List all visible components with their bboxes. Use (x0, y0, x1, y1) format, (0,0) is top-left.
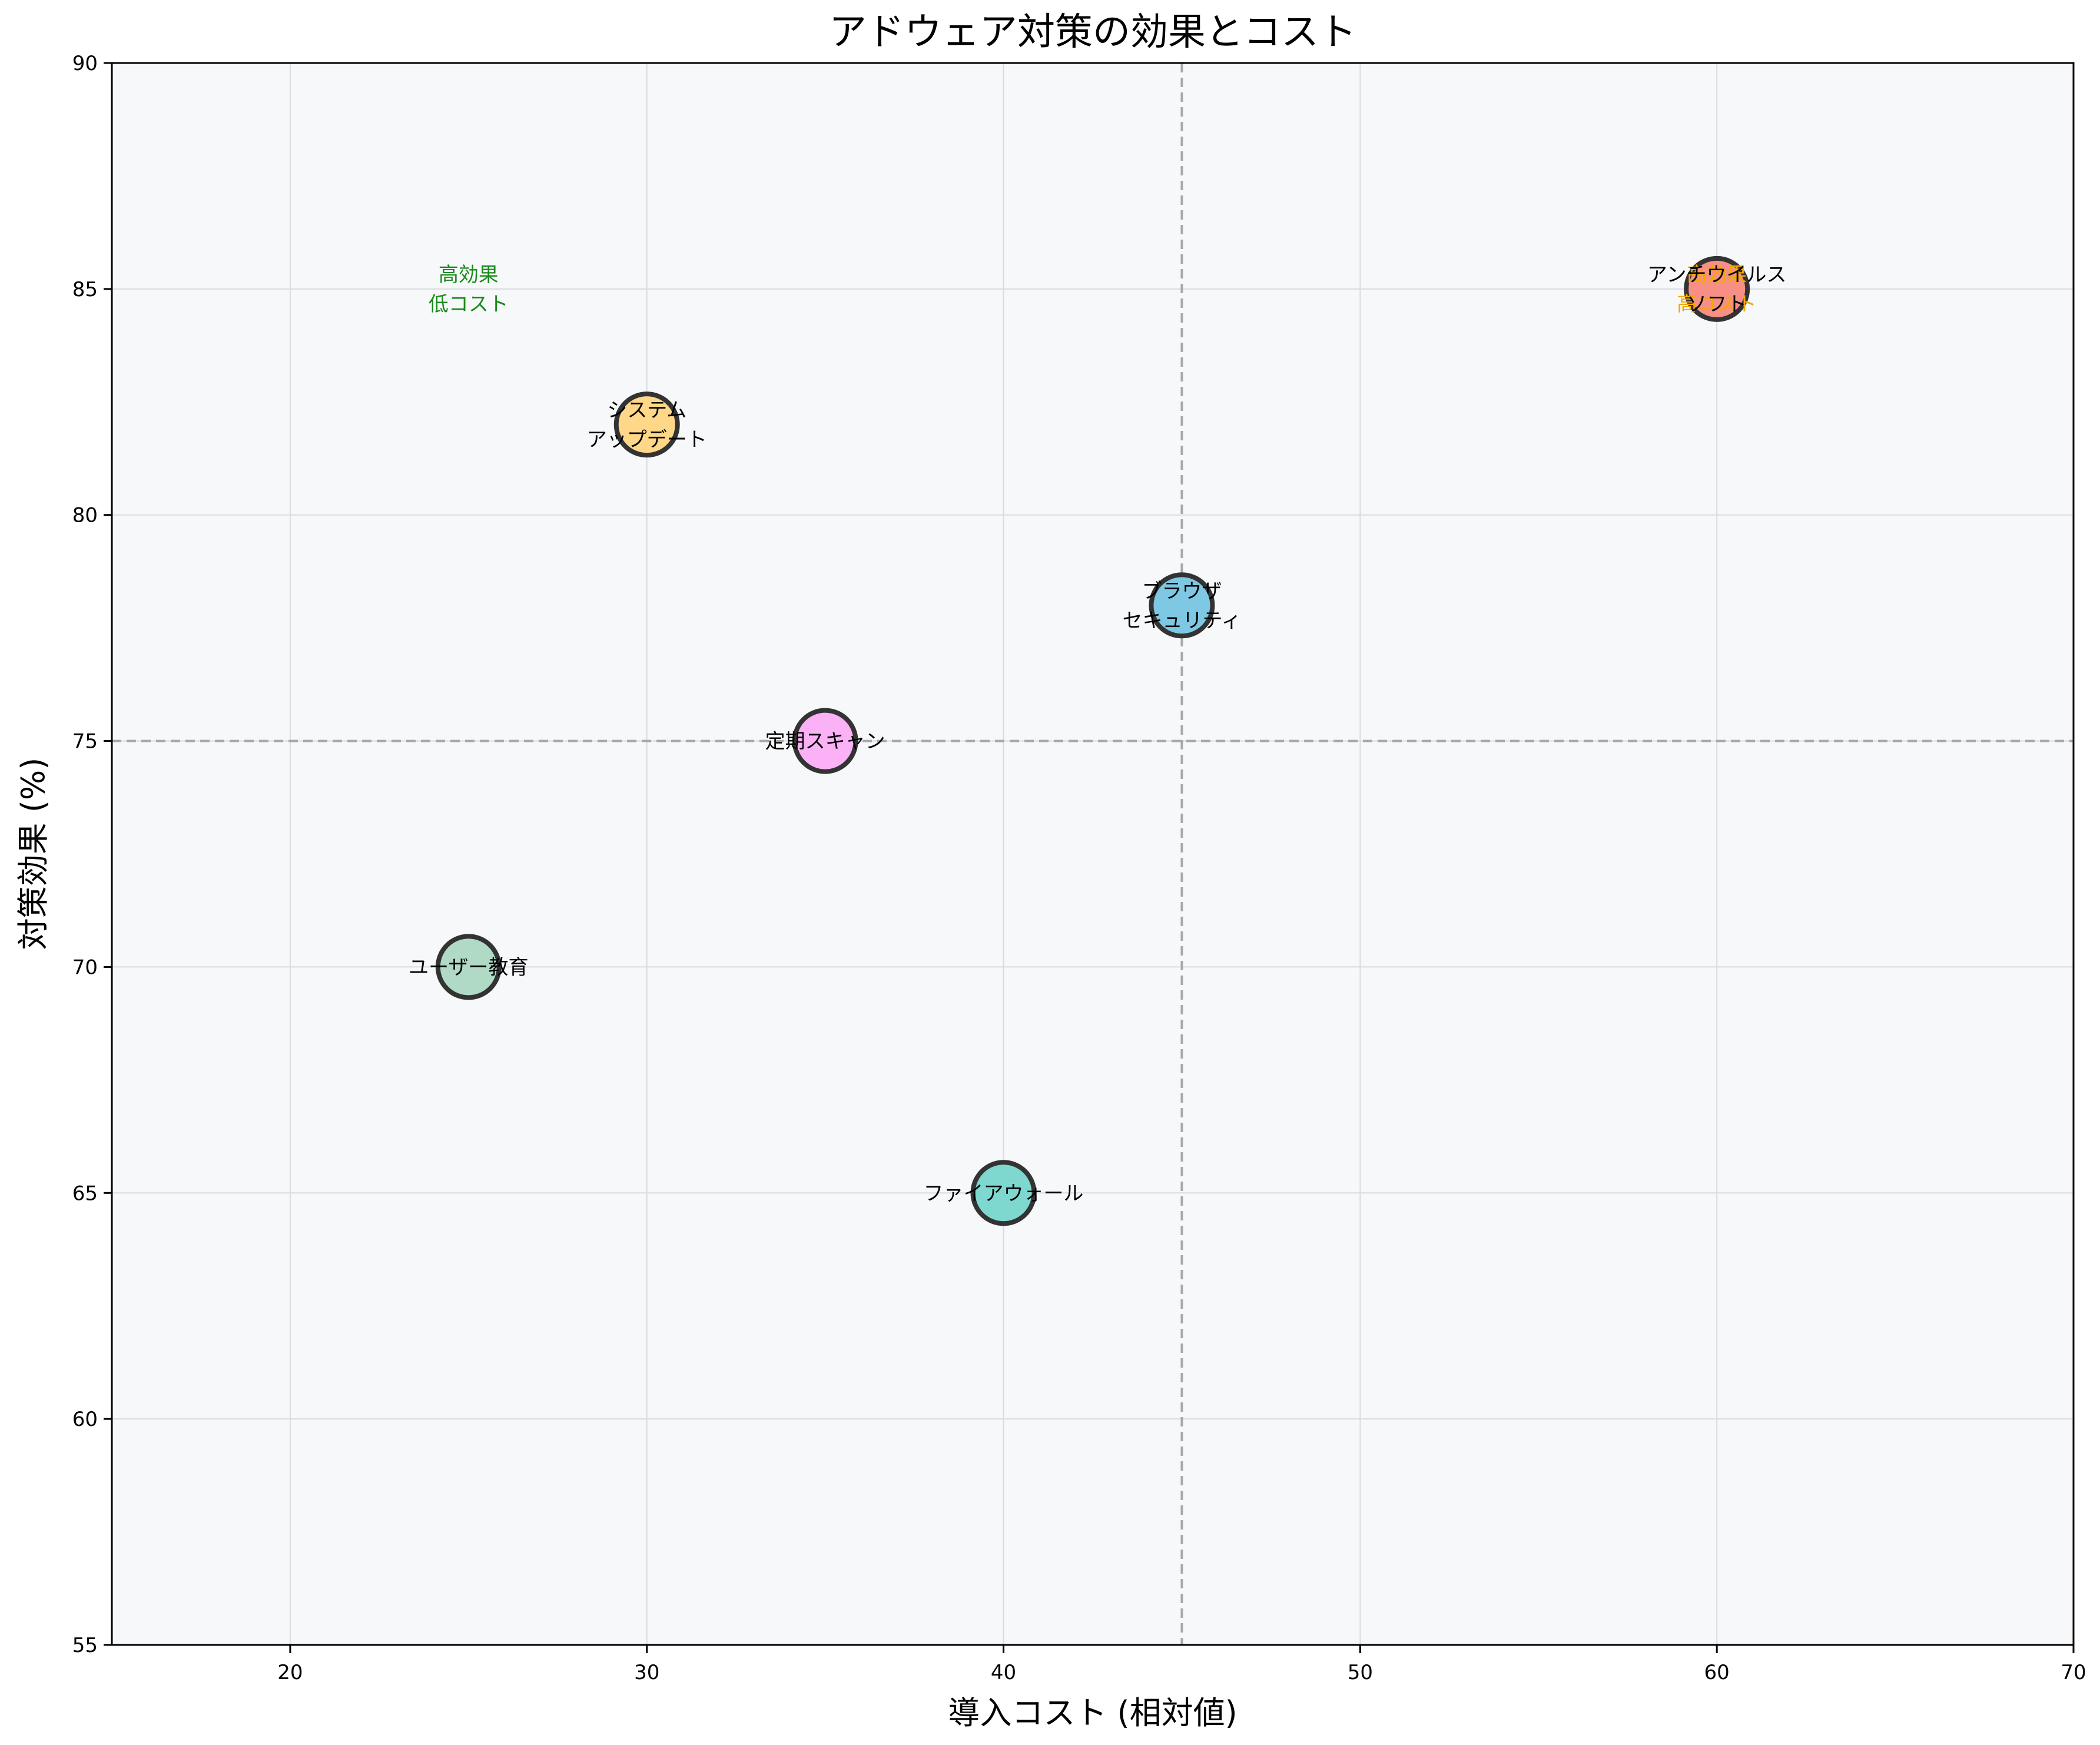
y-tick-label: 75 (72, 730, 98, 754)
data-point (435, 934, 502, 1000)
plot-frame (111, 62, 2075, 1646)
x-tick-label: 60 (1704, 1661, 1730, 1684)
y-axis-label: 対策効果 (%) (15, 758, 52, 950)
data-points (435, 256, 1750, 1226)
reference-lines (112, 63, 2074, 1645)
x-tick-label: 50 (1348, 1661, 1373, 1684)
quadrant-annotation-text: 高効果 (1687, 263, 1747, 287)
data-point (970, 1160, 1037, 1226)
point-labels: システムアップデートブラウザセキュリティ定期スキャンユーザー教育ファイアウォール… (409, 263, 1786, 1205)
data-point-label: ソフト (1687, 293, 1747, 316)
data-point-label: アンチウイルス (1647, 263, 1787, 287)
data-point-label: セキュリティ (1122, 609, 1241, 632)
y-tick-label: 55 (72, 1634, 98, 1657)
data-point-label: アップデート (587, 428, 707, 452)
quadrant-annotation-text: 高コスト (1677, 293, 1757, 316)
data-point-label: システム (607, 399, 686, 422)
plot-area (112, 63, 2074, 1645)
x-tick-label: 20 (277, 1661, 303, 1684)
x-tick-label: 70 (2061, 1661, 2086, 1684)
x-tick-label: 40 (991, 1661, 1016, 1684)
data-point-label: 定期スキャン (765, 730, 885, 754)
y-tick-label: 85 (72, 278, 98, 301)
data-point (792, 708, 858, 774)
x-axis-ticks: 20 30 40 50 60 70 (277, 1645, 2086, 1684)
x-axis-label: 導入コスト (相対値) (948, 1694, 1237, 1731)
chart-title: アドウェア対策の効果とコスト (829, 11, 1356, 54)
y-tick-label: 70 (72, 956, 98, 979)
y-tick-label: 65 (72, 1182, 98, 1205)
quadrant-annotation-text: 低コスト (429, 293, 509, 316)
quadrant-annotation-text: 高効果 (439, 263, 499, 287)
y-axis-ticks: 55 60 65 70 75 80 85 90 (72, 52, 112, 1657)
data-point (1684, 256, 1750, 322)
data-point-label: ファイアウォール (924, 1182, 1084, 1205)
data-point-label: ユーザー教育 (409, 956, 528, 979)
y-tick-label: 90 (72, 52, 98, 75)
y-tick-label: 80 (72, 504, 98, 528)
data-point (1149, 572, 1215, 639)
data-point (613, 392, 680, 458)
y-tick-label: 60 (72, 1408, 98, 1431)
data-point-label: ブラウザ (1142, 579, 1222, 603)
x-tick-label: 30 (634, 1661, 659, 1684)
